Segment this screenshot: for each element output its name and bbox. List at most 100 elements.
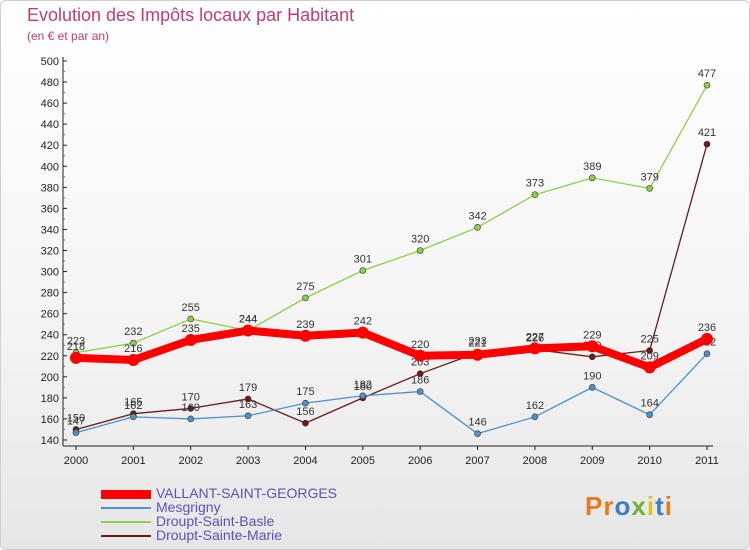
data-label: 216 [124, 343, 142, 355]
logo-letter: t [655, 491, 665, 521]
data-point [416, 247, 424, 254]
logo-letter: o [614, 491, 632, 521]
data-label: 182 [354, 379, 372, 391]
logo-letter: i [664, 491, 673, 521]
data-label: 175 [296, 386, 314, 398]
chart-title: Evolution des Impôts locaux par Habitant [27, 5, 355, 25]
x-tick-label: 2003 [236, 455, 260, 467]
data-point [242, 324, 255, 337]
x-tick-label: 2006 [408, 455, 432, 467]
series-droupt-sainte-marie: 150165170179156180203223226219225421 [67, 127, 716, 433]
data-label: 235 [182, 323, 200, 335]
data-point [646, 411, 653, 419]
proxiti-logo: Proxiti [585, 491, 673, 522]
y-tick-label: 500 [41, 56, 59, 68]
y-tick-label: 420 [41, 140, 59, 152]
data-label: 232 [124, 326, 142, 338]
data-point [70, 351, 82, 364]
series-vallant-saint-georges: 218 216 235 244 239 242 220 221 227 229 209 236 [67, 314, 716, 374]
data-point [130, 339, 137, 347]
data-point [302, 294, 309, 302]
data-label: 223 [468, 336, 486, 348]
data-label: 162 [526, 400, 544, 412]
data-label: 223 [67, 336, 85, 348]
data-point [359, 267, 367, 274]
data-label: 320 [411, 234, 429, 246]
x-tick-label: 2010 [637, 455, 661, 467]
legend-label: Mesgrigny [156, 499, 221, 515]
y-tick-label: 400 [41, 161, 59, 173]
data-label: 164 [640, 398, 658, 410]
series-line [72, 326, 711, 372]
data-point [474, 224, 481, 231]
data-point [588, 174, 596, 182]
x-tick-label: 2002 [178, 455, 202, 467]
x-tick-label: 2005 [351, 455, 375, 467]
data-point [302, 399, 309, 407]
legend-swatch [101, 521, 151, 523]
data-point [528, 342, 541, 355]
x-tick-label: 2011 [695, 455, 719, 467]
data-point [187, 315, 195, 323]
data-point [416, 388, 424, 395]
y-tick-label: 280 [41, 288, 59, 300]
logo-letter: r [603, 491, 615, 521]
data-label: 342 [468, 210, 486, 222]
data-point [588, 353, 596, 361]
data-label: 236 [698, 322, 716, 334]
data-label: 227 [526, 331, 544, 343]
data-point [471, 348, 484, 361]
y-tick-label: 480 [41, 77, 59, 89]
data-point [703, 81, 711, 89]
series-line [75, 353, 708, 435]
data-label: 275 [296, 281, 314, 293]
data-point [187, 405, 195, 412]
logo-letter: P [585, 491, 604, 521]
data-point [302, 419, 309, 427]
data-label: 244 [239, 314, 257, 326]
data-label: 301 [354, 254, 372, 266]
data-point [414, 349, 427, 362]
data-point [703, 140, 711, 148]
data-point [184, 333, 197, 346]
data-label: 389 [583, 161, 601, 173]
data-point [703, 350, 711, 357]
legend-label: VALLANT-SAINT-GEORGES [156, 485, 338, 501]
y-tick-label: 220 [41, 351, 59, 363]
data-point [588, 384, 596, 391]
y-tick-label: 300 [41, 267, 59, 279]
data-label: 170 [182, 391, 200, 403]
data-point [646, 347, 653, 354]
data-label: 220 [411, 339, 429, 351]
legend-swatch [101, 535, 151, 537]
data-point [244, 412, 252, 420]
data-label: 239 [296, 319, 314, 331]
data-point [187, 415, 195, 423]
data-point [643, 361, 656, 374]
series-droupt-saint-basle: 223 232 255 244 275 301 320 342 373 389 379 477 [67, 68, 716, 356]
y-tick-label: 360 [41, 203, 59, 215]
data-label: 163 [239, 399, 257, 411]
x-tick-label: 2004 [293, 455, 317, 467]
x-tick-label: 2007 [465, 455, 489, 467]
data-label: 147 [67, 416, 85, 428]
data-label: 156 [296, 406, 314, 418]
data-label: 229 [583, 329, 601, 341]
data-point [646, 185, 653, 192]
data-point [701, 332, 713, 345]
logo-letter: x [631, 491, 647, 521]
data-label: 150 [67, 412, 85, 424]
data-label: 218 [67, 341, 85, 353]
series-line [75, 84, 708, 354]
data-label: 165 [124, 397, 142, 409]
data-point [356, 326, 369, 339]
line-chart: 140 160 180 200 220 240 260 280 300 320 340 360 380 4… [41, 56, 719, 467]
legend-swatch [101, 489, 151, 499]
data-label: 255 [182, 302, 200, 314]
data-point [531, 413, 539, 421]
y-tick-label: 320 [41, 246, 59, 258]
data-label: 421 [698, 127, 716, 139]
y-tick-label: 460 [41, 98, 59, 110]
data-point [130, 413, 137, 421]
series-line [75, 143, 708, 431]
